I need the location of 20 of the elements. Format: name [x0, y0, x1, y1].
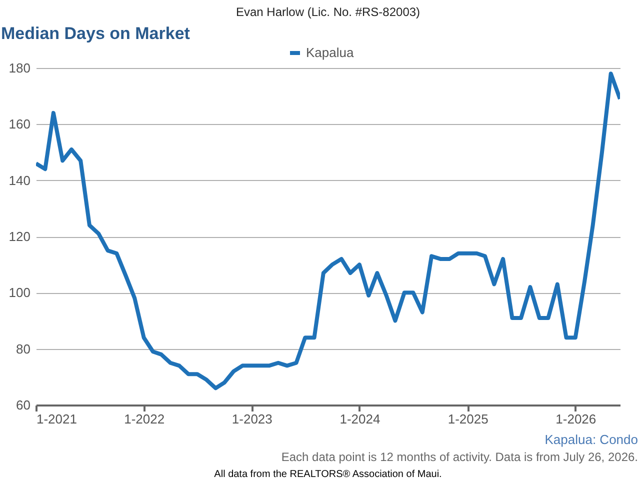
x-tick-label: 1-2022: [124, 412, 165, 426]
x-tick-label: 1-2025: [448, 412, 488, 426]
line-series: [36, 72, 620, 390]
x-tick-label: 1-2021: [36, 412, 77, 426]
x-tick-label: 1-2024: [340, 412, 380, 426]
x-tick-label: 1-2023: [232, 412, 272, 426]
y-tick-label: 120: [8, 229, 30, 244]
text: Each data point is 12 months of activity. Data is from July 26, 2026.: [281, 450, 638, 464]
text: All data from the REALTORS® Association of Maui.: [214, 469, 442, 480]
legend-label: Kapalua: [306, 45, 354, 60]
x-tick-label: 1-2026: [556, 412, 596, 426]
text: Evan Harlow (Lic. No. #RS-82003): [236, 5, 420, 19]
y-tick-label: 140: [8, 172, 30, 188]
y-tick-label: 180: [8, 60, 30, 76]
y-tick-label: 80: [16, 341, 30, 356]
y-tick-label: 60: [16, 398, 30, 412]
chart-title: Median Days on Market: [1, 24, 190, 43]
text: Kapalua: Condo: [544, 432, 638, 447]
y-tick-label: 100: [8, 285, 30, 300]
y-tick-label: 160: [8, 116, 30, 132]
